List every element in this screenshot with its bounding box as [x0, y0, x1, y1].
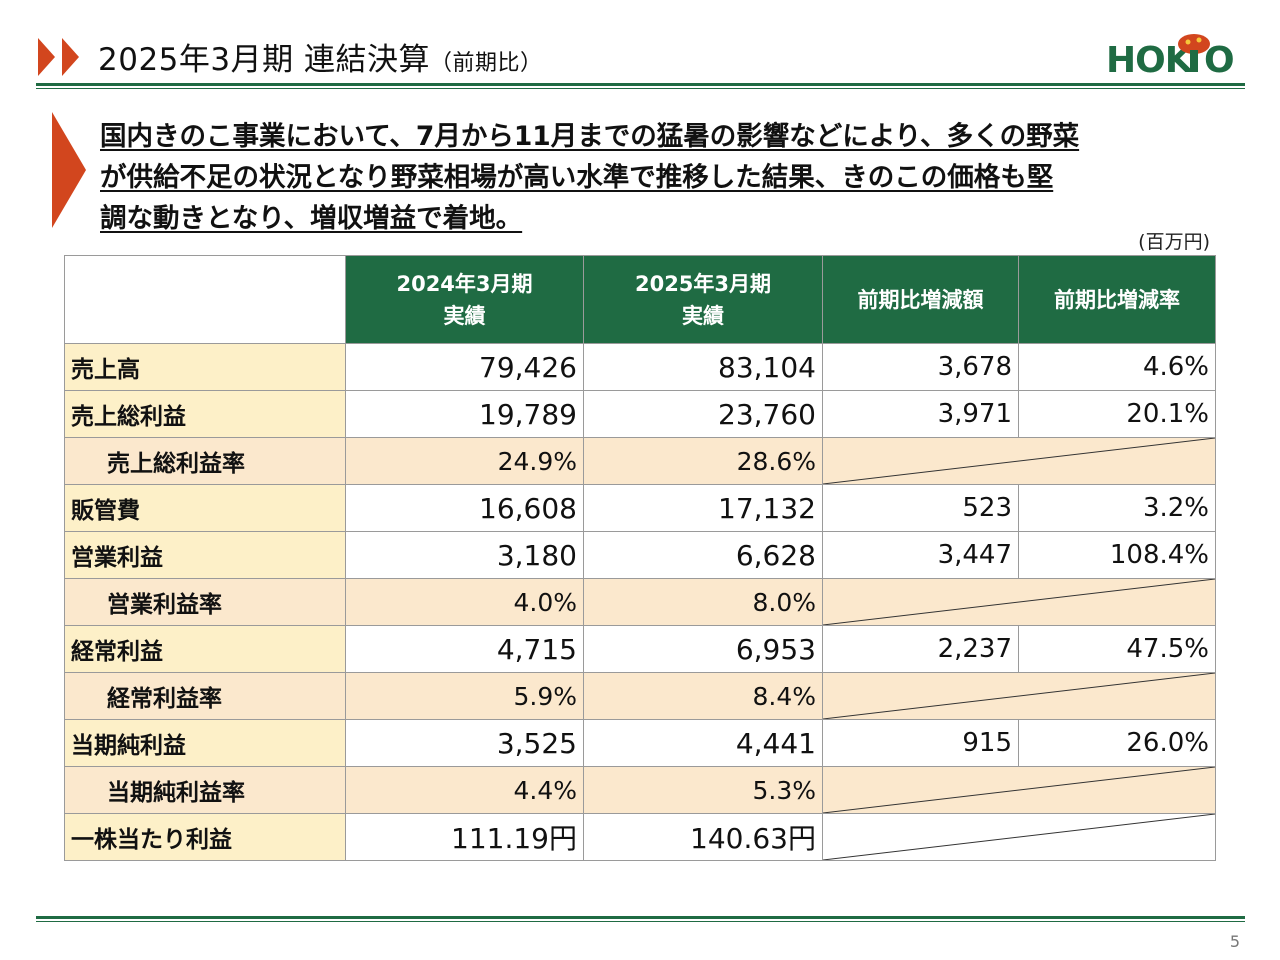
- value-prev: 24.9%: [345, 437, 584, 485]
- row-label: 当期純利益率: [64, 766, 346, 814]
- top-rule: [36, 83, 1245, 86]
- value-rate: 20.1%: [1018, 390, 1216, 438]
- row-label: 営業利益: [64, 531, 346, 579]
- value-diff: 3,678: [822, 343, 1019, 391]
- table-row: 売上高 79,426 83,104 3,678 4.6%: [64, 343, 1216, 391]
- table-row: 売上総利益 19,789 23,760 3,971 20.1%: [64, 390, 1216, 438]
- value-rate: 47.5%: [1018, 625, 1216, 673]
- lead-triangle-icon: [52, 112, 86, 228]
- top-rule-thin: [36, 88, 1245, 89]
- value-rate: 3.2%: [1018, 484, 1216, 532]
- value-prev: 16,608: [345, 484, 584, 532]
- header-blank: [64, 255, 346, 344]
- value-curr: 17,132: [583, 484, 823, 532]
- financial-table: 2024年3月期 実績 2025年3月期 実績 前期比増減額 前期比増減率 売上高 …: [64, 255, 1216, 861]
- value-curr: 5.3%: [583, 766, 823, 814]
- lead-line-1: 国内きのこ事業において、7月から11月までの猛暑の影響などにより、多くの野菜: [100, 121, 1080, 152]
- page-title: 2025年3月期 連結決算（前期比）: [98, 34, 543, 79]
- header-curr-year: 2025年3月期 実績: [583, 255, 823, 344]
- value-prev: 4,715: [345, 625, 584, 673]
- empty-slash-cell: [822, 766, 1216, 814]
- table-row-ratio: 売上総利益率 24.9% 28.6%: [64, 437, 1216, 485]
- value-prev: 3,525: [345, 719, 584, 767]
- row-label: 売上総利益率: [64, 437, 346, 485]
- value-rate: 108.4%: [1018, 531, 1216, 579]
- unit-label: (百万円): [1138, 231, 1210, 253]
- empty-slash-cell: [822, 813, 1216, 861]
- value-curr: 6,628: [583, 531, 823, 579]
- table-row: 一株当たり利益 111.19円 140.63円: [64, 813, 1216, 861]
- row-label: 当期純利益: [64, 719, 346, 767]
- value-diff: 3,971: [822, 390, 1019, 438]
- value-diff: 3,447: [822, 531, 1019, 579]
- value-curr: 83,104: [583, 343, 823, 391]
- value-curr: 8.4%: [583, 672, 823, 720]
- table-row: 経常利益 4,715 6,953 2,237 47.5%: [64, 625, 1216, 673]
- header-prev-year: 2024年3月期 実績: [345, 255, 584, 344]
- empty-slash-cell: [822, 578, 1216, 626]
- page-number: 5: [1229, 932, 1240, 951]
- bottom-rule-thin: [36, 921, 1245, 922]
- value-curr: 8.0%: [583, 578, 823, 626]
- value-prev: 3,180: [345, 531, 584, 579]
- row-label: 一株当たり利益: [64, 813, 346, 861]
- value-prev: 4.4%: [345, 766, 584, 814]
- header-diff: 前期比増減額: [822, 255, 1019, 344]
- lead-statement: 国内きのこ事業において、7月から11月までの猛暑の影響などにより、多くの野菜 が…: [100, 116, 1240, 239]
- page-title-sub: （前期比）: [429, 51, 543, 76]
- table-row-ratio: 経常利益率 5.9% 8.4%: [64, 672, 1216, 720]
- lead-line-3: 調な動きとなり、増収増益で着地。: [100, 203, 523, 234]
- empty-slash-cell: [822, 672, 1216, 720]
- value-prev: 19,789: [345, 390, 584, 438]
- value-curr: 4,441: [583, 719, 823, 767]
- value-diff: 2,237: [822, 625, 1019, 673]
- row-label: 経常利益率: [64, 672, 346, 720]
- value-rate: 4.6%: [1018, 343, 1216, 391]
- table-row-ratio: 当期純利益率 4.4% 5.3%: [64, 766, 1216, 814]
- value-prev: 4.0%: [345, 578, 584, 626]
- row-label: 販管費: [64, 484, 346, 532]
- value-prev: 111.19円: [345, 813, 584, 861]
- empty-slash-cell: [822, 437, 1216, 485]
- value-diff: 915: [822, 719, 1019, 767]
- row-label: 経常利益: [64, 625, 346, 673]
- row-label: 営業利益率: [64, 578, 346, 626]
- row-label: 売上総利益: [64, 390, 346, 438]
- row-label: 売上高: [64, 343, 346, 391]
- hokto-logo: HOK O: [1106, 34, 1235, 80]
- table-row-ratio: 営業利益率 4.0% 8.0%: [64, 578, 1216, 626]
- value-prev: 5.9%: [345, 672, 584, 720]
- table-row: 当期純利益 3,525 4,441 915 26.0%: [64, 719, 1216, 767]
- value-rate: 26.0%: [1018, 719, 1216, 767]
- value-curr: 140.63円: [583, 813, 823, 861]
- value-diff: 523: [822, 484, 1019, 532]
- table-row: 販管費 16,608 17,132 523 3.2%: [64, 484, 1216, 532]
- value-curr: 6,953: [583, 625, 823, 673]
- page-title-main: 2025年3月期 連結決算: [98, 42, 430, 78]
- value-curr: 28.6%: [583, 437, 823, 485]
- header-rate: 前期比増減率: [1018, 255, 1216, 344]
- title-arrows-icon: [38, 38, 79, 76]
- value-prev: 79,426: [345, 343, 584, 391]
- table-header-row: 2024年3月期 実績 2025年3月期 実績 前期比増減額 前期比増減率: [64, 255, 1216, 344]
- bottom-rule: [36, 916, 1245, 919]
- table-row: 営業利益 3,180 6,628 3,447 108.4%: [64, 531, 1216, 579]
- lead-line-2: が供給不足の状況となり野菜相場が高い水準で推移した結果、きのこの価格も堅: [100, 162, 1054, 193]
- value-curr: 23,760: [583, 390, 823, 438]
